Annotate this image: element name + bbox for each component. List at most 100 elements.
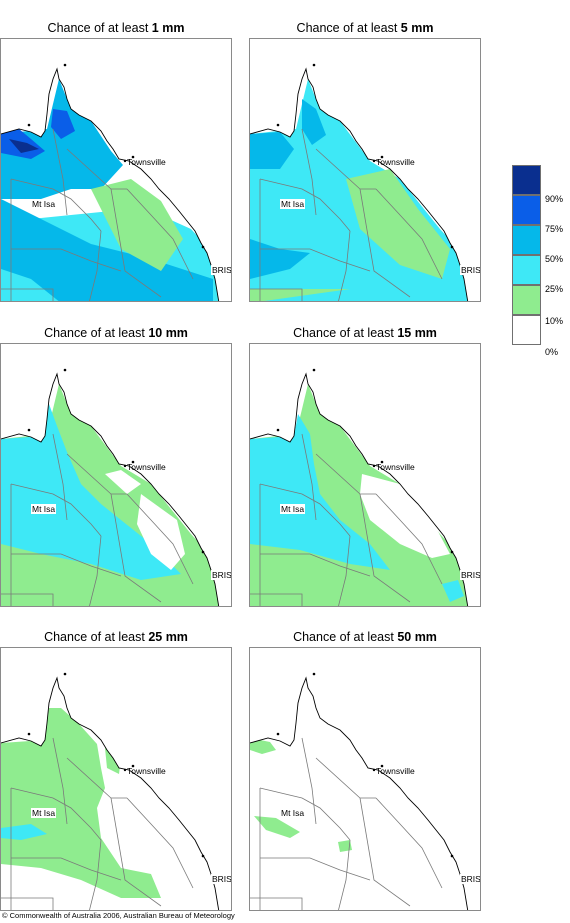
legend-swatch-25-50 <box>512 255 541 285</box>
queensland-map-svg <box>1 63 220 301</box>
place-label-brisbane: BRIS <box>460 265 481 275</box>
place-marker <box>372 464 376 468</box>
island <box>201 854 205 858</box>
district-boundary <box>338 535 351 606</box>
probability-band <box>250 132 294 169</box>
place-marker <box>123 464 127 468</box>
district-boundary <box>375 797 443 889</box>
place-label-townsville: Townsville <box>376 766 415 776</box>
place-label-townsville: Townsville <box>127 766 166 776</box>
district-boundary <box>338 230 351 301</box>
island <box>63 368 67 372</box>
island <box>312 672 316 676</box>
district-boundary <box>10 787 102 841</box>
district-boundary <box>1 897 54 910</box>
queensland-map-svg <box>250 672 469 910</box>
island <box>312 63 316 67</box>
panel-title: Chance of at least 50 mm <box>293 630 437 644</box>
coastline <box>1 372 220 606</box>
threshold-value: 5 mm <box>400 21 434 35</box>
island <box>131 764 135 768</box>
island <box>27 732 31 736</box>
place-label-townsville: Townsville <box>127 157 166 167</box>
probability-band <box>338 840 352 852</box>
district-boundary <box>10 483 102 537</box>
threshold-value: 1 mm <box>151 21 185 35</box>
district-boundary <box>10 178 102 232</box>
island <box>276 123 280 127</box>
probability-band <box>250 738 276 754</box>
probability-map: Townsville Mt Isa BRIS <box>249 343 481 607</box>
probability-band <box>9 139 39 153</box>
legend-label: 50% <box>545 254 564 264</box>
queensland-map-svg <box>1 672 220 910</box>
district-boundary <box>52 737 68 825</box>
threshold-value: 15 mm <box>397 326 437 340</box>
island <box>201 550 205 554</box>
threshold-value: 10 mm <box>148 326 188 340</box>
district-boundary <box>375 188 443 280</box>
district-boundary <box>301 737 317 825</box>
probability-band <box>51 109 75 139</box>
district-boundary <box>338 839 351 910</box>
probability-band <box>360 474 450 558</box>
district-boundary <box>250 897 303 910</box>
island <box>312 368 316 372</box>
probability-map: Townsville Mt Isa BRIS <box>0 647 232 911</box>
island <box>27 123 31 127</box>
island <box>131 460 135 464</box>
district-boundary <box>259 483 351 537</box>
district-boundary <box>126 493 194 585</box>
place-label-mt_isa: Mt Isa <box>31 199 57 209</box>
district-boundary <box>259 178 351 232</box>
place-label-townsville: Townsville <box>376 157 415 167</box>
probability-map: Townsville Mt Isa BRIS <box>249 647 481 911</box>
legend-label: 10% <box>545 316 564 326</box>
district-boundary <box>375 493 443 585</box>
threshold-value: 25 mm <box>148 630 188 644</box>
island <box>131 155 135 159</box>
district-boundary <box>359 797 411 907</box>
probability-map: Townsville Mt Isa BRIS <box>0 38 232 302</box>
island <box>276 428 280 432</box>
probability-band <box>254 816 300 838</box>
legend-label: 75% <box>545 224 564 234</box>
place-label-townsville: Townsville <box>127 462 166 472</box>
district-boundary <box>110 188 162 298</box>
district-boundary <box>126 797 194 889</box>
island <box>63 63 67 67</box>
legend-swatch-75-90 <box>512 195 541 225</box>
probability-map: Townsville Mt Isa BRIS <box>0 343 232 607</box>
district-boundary <box>259 787 351 841</box>
legend-label: 90% <box>545 194 564 204</box>
legend-swatch-0-10 <box>512 315 541 345</box>
probability-band <box>442 580 464 602</box>
legend-swatch-10-25 <box>512 285 541 315</box>
district-boundary <box>89 535 102 606</box>
district-boundary <box>260 857 371 881</box>
district-boundary <box>260 248 371 272</box>
threshold-value: 50 mm <box>397 630 437 644</box>
island <box>380 155 384 159</box>
panel-title: Chance of at least 1 mm <box>47 21 185 35</box>
panel-title: Chance of at least 25 mm <box>44 630 188 644</box>
place-label-brisbane: BRIS <box>211 874 232 884</box>
district-boundary <box>89 230 102 301</box>
panel-title: Chance of at least 10 mm <box>44 326 188 340</box>
probability-band <box>137 494 185 570</box>
queensland-map-svg <box>250 63 469 301</box>
place-marker <box>372 768 376 772</box>
district-boundary <box>260 553 371 577</box>
district-boundary <box>301 433 317 521</box>
place-label-brisbane: BRIS <box>211 570 232 580</box>
panel-title: Chance of at least 5 mm <box>296 21 434 35</box>
district-boundary <box>250 288 303 301</box>
coastline <box>1 676 220 910</box>
probability-band <box>1 404 181 580</box>
legend-swatch-50-75 <box>512 225 541 255</box>
district-boundary <box>1 593 54 606</box>
coastline <box>250 67 469 301</box>
coastline <box>1 67 220 301</box>
probability-band <box>250 289 350 301</box>
place-marker <box>123 768 127 772</box>
